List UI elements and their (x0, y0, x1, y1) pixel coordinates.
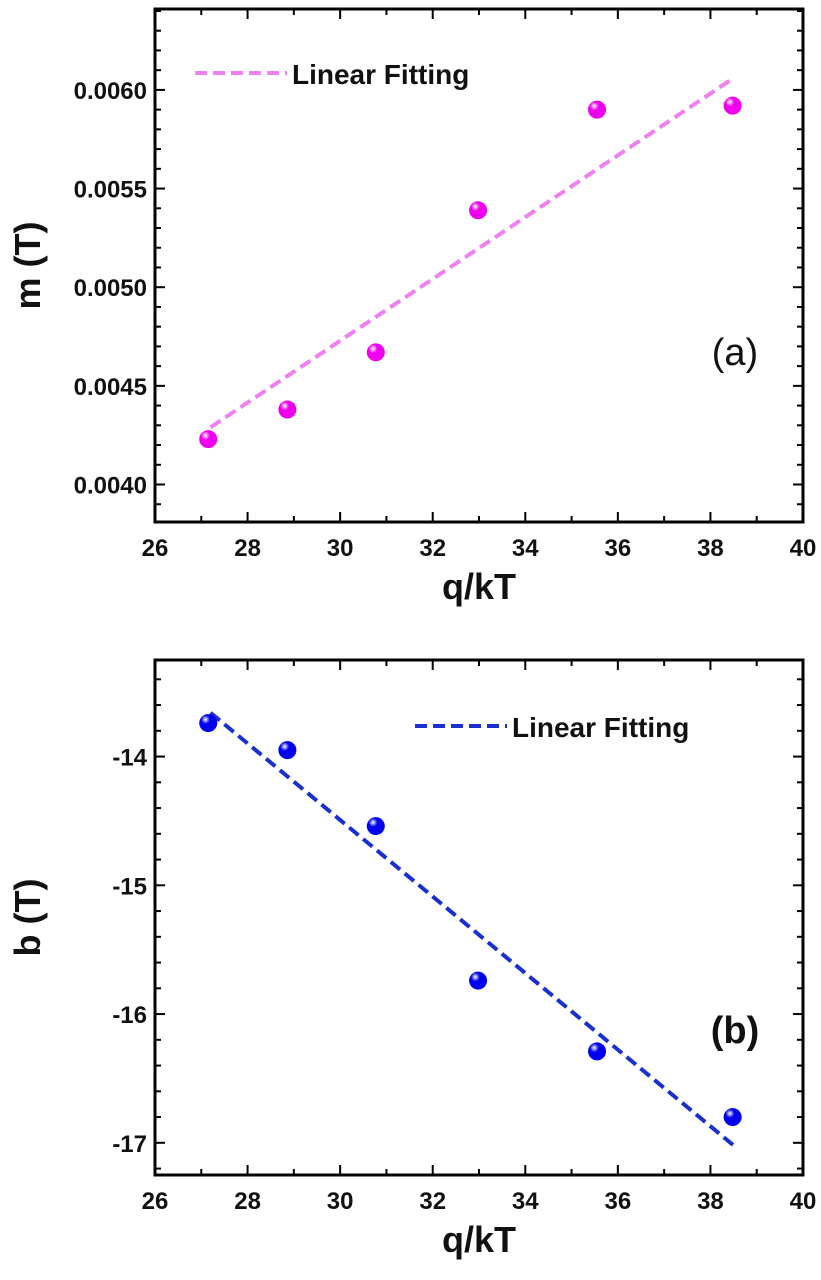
plot-frame (153, 7, 805, 524)
x-tick-label: 32 (419, 1188, 446, 1215)
panel-label: (a) (712, 332, 758, 374)
data-point (199, 714, 218, 733)
x-axis-label: q/kT (442, 566, 516, 607)
x-tick-label: 34 (512, 1188, 539, 1215)
y-axis-label: m (T) (7, 222, 48, 310)
x-tick-label: 28 (234, 535, 261, 562)
x-tick-label: 34 (512, 535, 539, 562)
legend-label: Linear Fitting (512, 712, 689, 743)
x-tick-label: 32 (419, 535, 446, 562)
panel-a: 26 28 30 32 34 36 38 40 0.0040 0.0045 0.0050 0.0055… (7, 7, 817, 607)
x-tick-label: 26 (142, 1188, 169, 1215)
y-tick-label: 0.0040 (74, 473, 147, 500)
data-point (723, 96, 742, 115)
data-point (723, 1108, 742, 1127)
x-tick-label: 36 (605, 535, 632, 562)
x-tick-label: 30 (327, 535, 354, 562)
data-point (366, 343, 385, 362)
data-point (199, 430, 218, 449)
x-tick-label: 40 (790, 535, 817, 562)
data-point (469, 971, 488, 990)
x-tick-label: 40 (790, 1188, 817, 1215)
y-tick-label: 0.0055 (74, 177, 147, 204)
x-tick-label: 38 (697, 535, 724, 562)
data-point (588, 100, 607, 119)
data-point (366, 817, 385, 836)
y-tick-label: 0.0050 (74, 275, 147, 302)
y-tick-label: -14 (112, 745, 147, 772)
data-point (469, 201, 488, 220)
y-axis-label: b (T) (7, 879, 48, 957)
y-tick-label: -16 (112, 1002, 147, 1029)
legend-label: Linear Fitting (292, 59, 469, 90)
x-axis-label: q/kT (442, 1219, 516, 1260)
x-tick-label: 26 (142, 535, 169, 562)
y-tick-label: 0.0060 (74, 78, 147, 105)
x-tick-label: 36 (605, 1188, 632, 1215)
data-point (278, 741, 297, 760)
fit-line (209, 76, 735, 429)
x-tick-label: 38 (697, 1188, 724, 1215)
panel-label: (b) (711, 1010, 760, 1052)
y-tick-label: -17 (112, 1131, 147, 1158)
data-point (588, 1042, 607, 1061)
y-tick-label: 0.0045 (74, 374, 147, 401)
y-tick-label: -15 (112, 873, 147, 900)
x-tick-label: 28 (234, 1188, 261, 1215)
x-tick-label: 30 (327, 1188, 354, 1215)
panel-b: 26 28 30 32 34 36 38 40 -17 -16 -15 -14 q/kT b (T) Lin… (7, 658, 817, 1260)
data-point (278, 400, 297, 419)
plot-frame (153, 658, 805, 1177)
fit-line (209, 711, 735, 1147)
